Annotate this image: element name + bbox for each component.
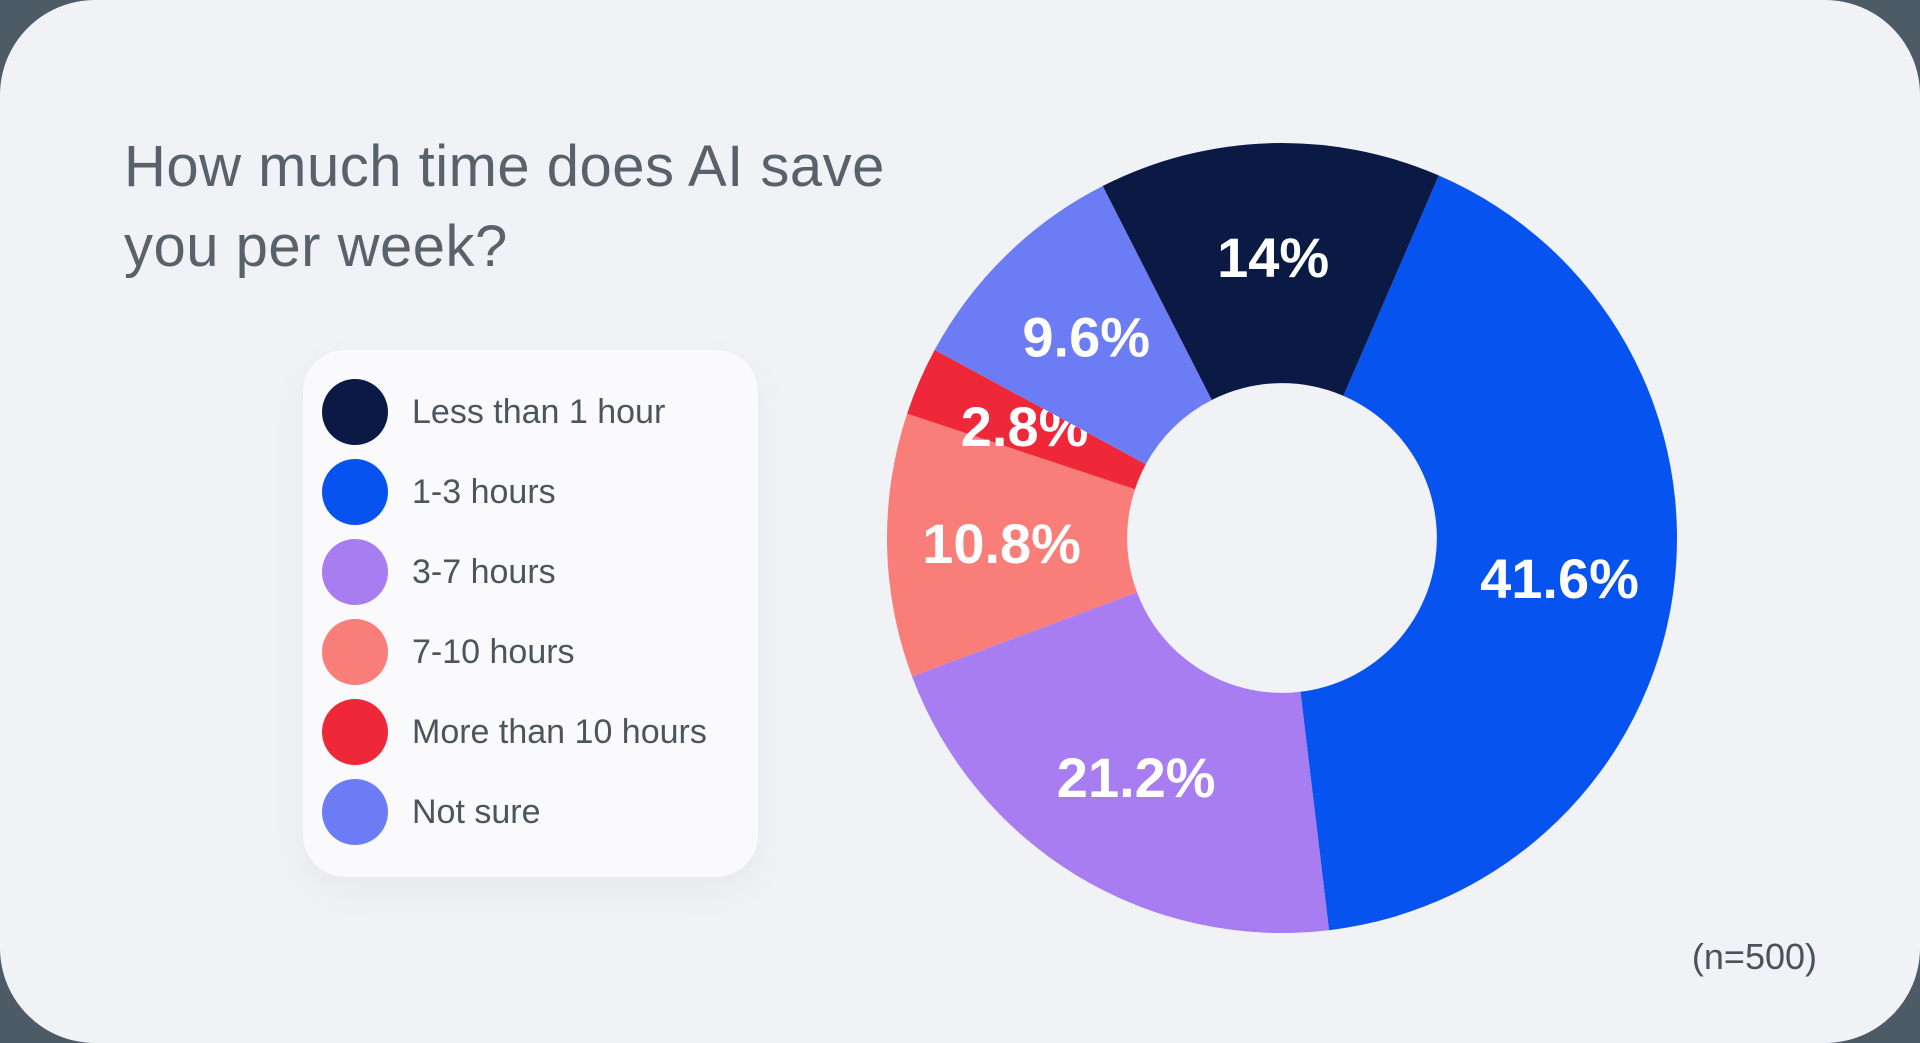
donut-slice-7-10-hours — [887, 413, 1137, 677]
legend-item: 1-3 hours — [322, 452, 748, 532]
donut-slice-more-than-10-hours — [907, 349, 1146, 490]
legend-item: 7-10 hours — [322, 612, 748, 692]
legend-label: More than 10 hours — [412, 712, 707, 751]
donut-slice-less-than-1-hour — [1102, 143, 1439, 401]
legend-swatch — [322, 539, 388, 605]
legend-item: Less than 1 hour — [322, 372, 748, 452]
legend-swatch — [322, 699, 388, 765]
legend-label: 3-7 hours — [412, 552, 556, 591]
donut-slice-not-sure — [934, 186, 1212, 465]
slice-value-label: 14% — [1217, 226, 1329, 289]
legend-swatch — [322, 459, 388, 525]
legend-label: Less than 1 hour — [412, 392, 666, 431]
slice-value-label: 9.6% — [1022, 306, 1150, 369]
donut-slice-3-7-hours — [912, 592, 1330, 934]
legend-item: 3-7 hours — [322, 532, 748, 612]
legend-label: 1-3 hours — [412, 472, 556, 511]
legend: Less than 1 hour 1-3 hours 3-7 hours 7-10 h… — [303, 350, 758, 877]
slice-value-label: 10.8% — [922, 512, 1081, 575]
sample-size-note: (n=500) — [1691, 936, 1817, 977]
chart-title-line1: How much time does AI save — [124, 134, 885, 199]
chart-title: How much time does AI save you per week? — [124, 127, 885, 287]
slice-value-label: 41.6% — [1480, 547, 1639, 610]
legend-rows: Less than 1 hour 1-3 hours 3-7 hours 7-10 h… — [322, 372, 748, 852]
legend-item: Not sure — [322, 772, 748, 852]
chart-title-line2: you per week? — [124, 214, 508, 279]
legend-swatch — [322, 779, 388, 845]
legend-label: 7-10 hours — [412, 632, 575, 671]
donut-chart: 14%41.6%21.2%10.8%2.8%9.6% — [887, 143, 1677, 934]
donut-slice-1-3-hours — [1300, 175, 1677, 931]
legend-swatch — [322, 619, 388, 685]
slice-value-label: 21.2% — [1057, 746, 1216, 809]
legend-swatch — [322, 379, 388, 445]
legend-item: More than 10 hours — [322, 692, 748, 772]
legend-label: Not sure — [412, 792, 541, 831]
